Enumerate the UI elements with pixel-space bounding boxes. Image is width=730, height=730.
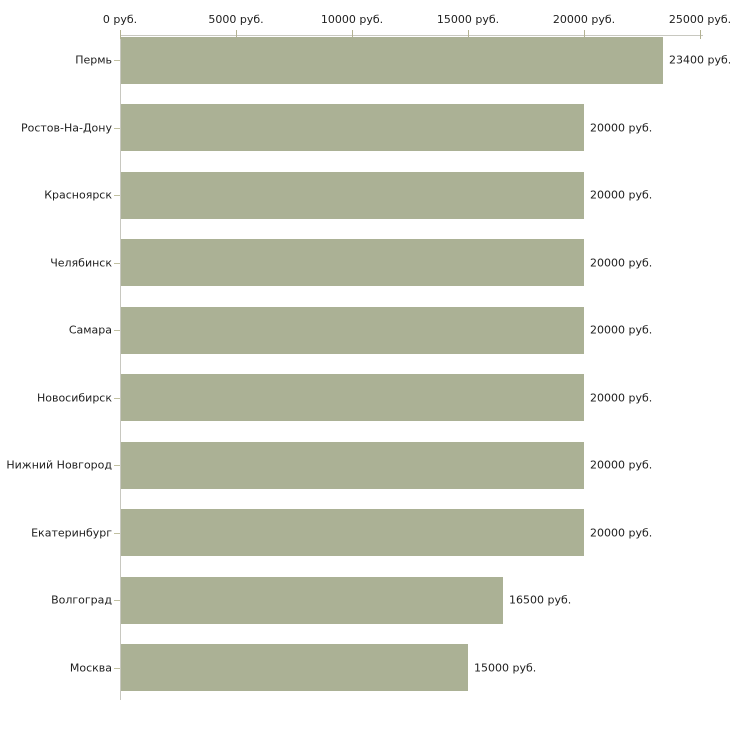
- bar: [121, 644, 468, 691]
- value-label: 20000 руб.: [590, 458, 653, 472]
- value-label: 20000 руб.: [590, 256, 653, 269]
- x-axis-tick: [352, 30, 353, 39]
- x-axis-tick: [236, 30, 237, 39]
- category-label: Нижний Новгород: [6, 458, 112, 472]
- value-label: 20000 руб.: [590, 526, 653, 539]
- y-axis-tick: [114, 398, 120, 399]
- y-axis-tick: [114, 533, 120, 534]
- category-label: Пермь: [75, 53, 112, 67]
- bar: [121, 442, 584, 489]
- bar: [121, 307, 584, 354]
- category-label: Самара: [68, 323, 112, 337]
- category-label: Екатеринбург: [31, 526, 112, 539]
- bar: [121, 172, 584, 219]
- x-axis-tick: [468, 30, 469, 39]
- y-axis-tick: [114, 600, 120, 601]
- x-axis-tick-label: 15000 руб.: [436, 13, 500, 26]
- y-axis-line: [120, 35, 121, 700]
- y-axis-tick: [114, 128, 120, 129]
- y-axis-tick: [114, 330, 120, 331]
- y-axis-tick: [114, 668, 120, 669]
- category-label: Москва: [69, 661, 112, 674]
- x-axis-line: [120, 35, 703, 36]
- x-axis-tick: [584, 30, 585, 39]
- value-label: 16500 руб.: [509, 593, 572, 607]
- y-axis-tick: [114, 195, 120, 196]
- category-label: Ростов-На-Дону: [20, 121, 112, 134]
- bar: [121, 509, 584, 556]
- bar: [121, 104, 584, 151]
- bar: [121, 37, 663, 84]
- y-axis-tick: [114, 465, 120, 466]
- x-axis-tick-label: 25000 руб.: [668, 13, 730, 26]
- value-label: 20000 руб.: [590, 391, 653, 404]
- x-axis-tick-label: 0 руб.: [102, 13, 138, 26]
- y-axis-tick: [114, 263, 120, 264]
- value-label: 20000 руб.: [590, 121, 653, 134]
- value-label: 15000 руб.: [474, 661, 537, 674]
- value-label: 20000 руб.: [590, 323, 653, 337]
- bar: [121, 239, 584, 286]
- x-axis-tick-label: 20000 руб.: [552, 13, 616, 26]
- category-label: Новосибирск: [36, 391, 112, 404]
- x-axis-tick: [700, 30, 701, 39]
- y-axis-tick: [114, 60, 120, 61]
- bar: [121, 577, 503, 624]
- value-label: 20000 руб.: [590, 188, 653, 202]
- category-label: Челябинск: [50, 256, 112, 269]
- bar: [121, 374, 584, 421]
- x-axis-tick-label: 5000 руб.: [208, 13, 264, 26]
- category-label: Красноярск: [44, 188, 112, 202]
- x-axis-tick-label: 10000 руб.: [320, 13, 384, 26]
- value-label: 23400 руб.: [669, 53, 730, 67]
- x-axis-tick: [120, 30, 121, 39]
- category-label: Волгоград: [51, 593, 112, 607]
